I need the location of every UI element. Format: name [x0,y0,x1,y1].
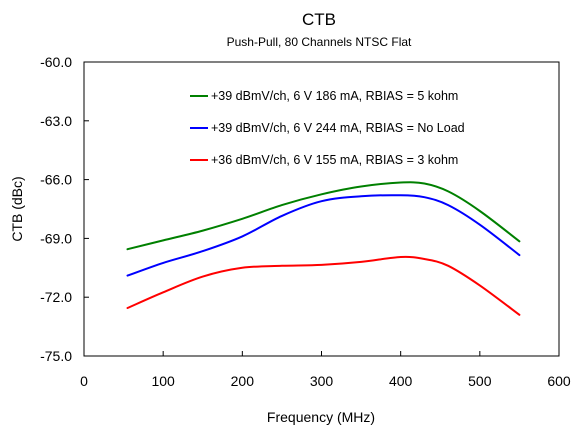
chart-subtitle: Push-Pull, 80 Channels NTSC Flat [227,35,412,49]
y-tick-label: -66.0 [40,172,72,188]
chart-title: CTB [302,10,336,29]
series-layer [126,181,521,316]
series-line-3 [126,255,521,316]
y-tick-label: -60.0 [40,54,72,70]
y-tick-label: -63.0 [40,113,72,129]
x-tick-label: 200 [231,373,255,389]
legend-label-2: +39 dBmV/ch, 6 V 244 mA, RBIAS = No Load [211,121,465,135]
x-tick-label: 400 [389,373,413,389]
x-tick-label: 100 [151,373,175,389]
legend: +39 dBmV/ch, 6 V 186 mA, RBIAS = 5 kohm +… [190,89,465,167]
x-tick-label: 0 [80,373,88,389]
y-axis-label: CTB (dBc) [9,176,25,241]
y-tick-label: -72.0 [40,289,72,305]
x-axis-label: Frequency (MHz) [267,409,375,425]
y-axis: -60.0 -63.0 -66.0 -69.0 -72.0 -75.0 [40,54,89,364]
x-tick-label: 300 [310,373,334,389]
x-axis: 0 100 200 300 400 500 600 [80,351,571,389]
series-line-1 [126,181,521,251]
y-tick-label: -69.0 [40,230,72,246]
legend-label-3: +36 dBmV/ch, 6 V 155 mA, RBIAS = 3 kohm [211,153,458,167]
y-tick-label: -75.0 [40,348,72,364]
x-tick-label: 500 [468,373,492,389]
series-line-2 [126,194,521,277]
plot-frame [83,61,560,357]
x-tick-label: 600 [547,373,571,389]
legend-label-1: +39 dBmV/ch, 6 V 186 mA, RBIAS = 5 kohm [211,89,458,103]
